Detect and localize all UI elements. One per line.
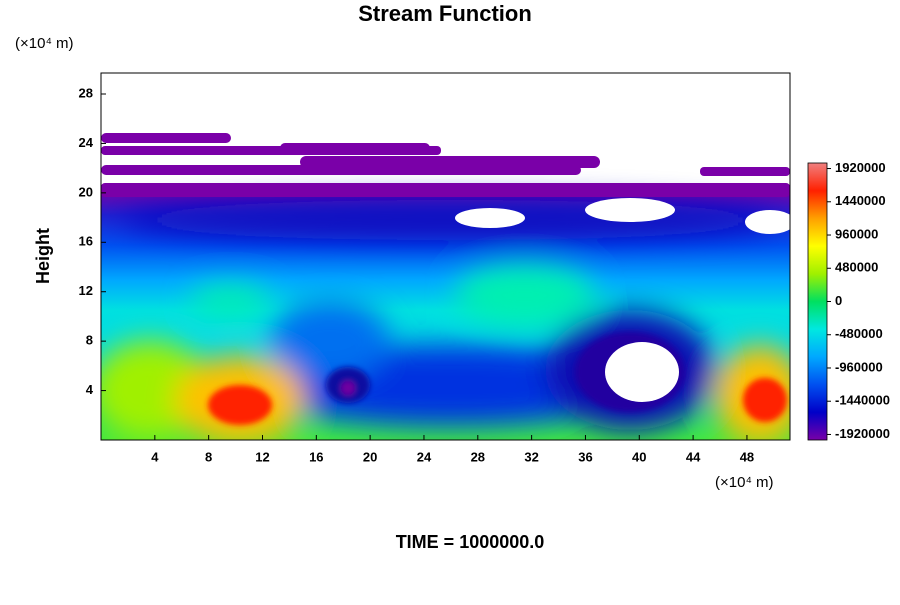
colorbar-tick-label: -480000 xyxy=(835,326,883,341)
colorbar-tick-label: 1440000 xyxy=(835,193,886,208)
y-tick-label: 20 xyxy=(79,184,93,199)
y-tick-label: 28 xyxy=(79,85,93,100)
footer-label: TIME = 1000000.0 xyxy=(396,532,545,552)
x-tick-label: 40 xyxy=(632,449,646,464)
x-tick-label: 48 xyxy=(740,449,754,464)
plot-frame xyxy=(100,72,791,441)
y-tick-label: 16 xyxy=(79,234,93,249)
colorbar-tick-label: -1920000 xyxy=(835,426,890,441)
x-tick-label: 12 xyxy=(255,449,269,464)
y-axis-label: Height xyxy=(33,228,53,284)
y-tick-label: 24 xyxy=(79,135,94,150)
contour-field xyxy=(101,73,790,440)
y-tick-label: 8 xyxy=(86,333,93,348)
colorbar-tick-label: -960000 xyxy=(835,359,883,374)
x-tick-label: 24 xyxy=(417,449,432,464)
colorbar xyxy=(807,162,828,441)
chart-title: Stream Function xyxy=(358,1,532,26)
x-tick-label: 8 xyxy=(205,449,212,464)
x-tick-label: 16 xyxy=(309,449,323,464)
colorbar-tick-label: 480000 xyxy=(835,260,878,275)
colorbar-tick-label: 0 xyxy=(835,293,842,308)
colorbar-tick-label: -1440000 xyxy=(835,393,890,408)
y-tick-label: 12 xyxy=(79,283,93,298)
x-unit: (×10⁴ m) xyxy=(715,474,774,491)
y-unit: (×10⁴ m) xyxy=(15,35,74,52)
x-tick-label: 44 xyxy=(686,449,701,464)
x-tick-label: 20 xyxy=(363,449,377,464)
y-tick-label: 4 xyxy=(86,382,94,397)
x-tick-label: 4 xyxy=(151,449,159,464)
colorbar-tick-label: 960000 xyxy=(835,226,878,241)
x-tick-label: 28 xyxy=(471,449,485,464)
x-tick-label: 36 xyxy=(578,449,592,464)
x-tick-label: 32 xyxy=(524,449,538,464)
colorbar-tick-label: 1920000 xyxy=(835,160,886,175)
